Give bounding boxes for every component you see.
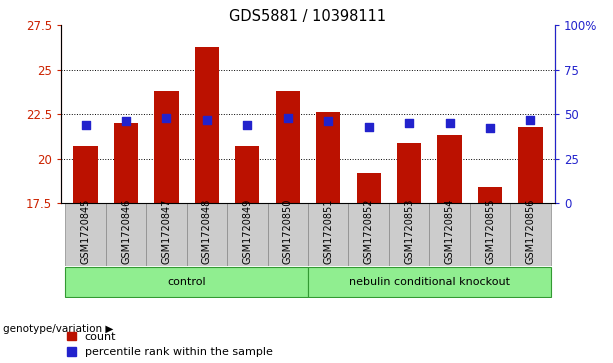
FancyBboxPatch shape bbox=[389, 203, 429, 266]
Bar bbox=[478, 187, 502, 203]
FancyBboxPatch shape bbox=[510, 203, 550, 266]
FancyBboxPatch shape bbox=[227, 203, 268, 266]
Text: GSM1720850: GSM1720850 bbox=[283, 199, 293, 264]
Bar bbox=[357, 173, 381, 203]
Text: GSM1720849: GSM1720849 bbox=[242, 199, 253, 264]
Point bbox=[162, 115, 172, 121]
FancyBboxPatch shape bbox=[429, 203, 470, 266]
Bar bbox=[397, 143, 421, 203]
Text: GSM1720855: GSM1720855 bbox=[485, 199, 495, 264]
FancyBboxPatch shape bbox=[106, 203, 147, 266]
Point bbox=[525, 117, 535, 122]
Point bbox=[121, 118, 131, 124]
Point bbox=[364, 124, 373, 130]
Point bbox=[404, 120, 414, 126]
FancyBboxPatch shape bbox=[308, 267, 550, 297]
Text: GSM1720846: GSM1720846 bbox=[121, 199, 131, 264]
Text: GSM1720854: GSM1720854 bbox=[444, 199, 455, 264]
FancyBboxPatch shape bbox=[187, 203, 227, 266]
Bar bbox=[195, 47, 219, 203]
Text: GSM1720856: GSM1720856 bbox=[525, 199, 536, 264]
Point bbox=[323, 118, 333, 124]
FancyBboxPatch shape bbox=[308, 203, 348, 266]
Text: GSM1720851: GSM1720851 bbox=[323, 199, 333, 264]
Point bbox=[202, 117, 212, 122]
Title: GDS5881 / 10398111: GDS5881 / 10398111 bbox=[229, 9, 387, 24]
Bar bbox=[316, 113, 340, 203]
Bar bbox=[276, 91, 300, 203]
Point bbox=[485, 126, 495, 131]
Bar bbox=[114, 123, 138, 203]
FancyBboxPatch shape bbox=[66, 267, 308, 297]
FancyBboxPatch shape bbox=[470, 203, 510, 266]
Text: GSM1720853: GSM1720853 bbox=[404, 199, 414, 264]
Text: GSM1720852: GSM1720852 bbox=[364, 199, 374, 264]
Bar bbox=[438, 135, 462, 203]
Bar bbox=[519, 127, 543, 203]
Text: GSM1720848: GSM1720848 bbox=[202, 199, 212, 264]
FancyBboxPatch shape bbox=[66, 203, 106, 266]
Text: nebulin conditional knockout: nebulin conditional knockout bbox=[349, 277, 510, 287]
FancyBboxPatch shape bbox=[268, 203, 308, 266]
FancyBboxPatch shape bbox=[147, 203, 187, 266]
Bar bbox=[74, 146, 97, 203]
Text: GSM1720845: GSM1720845 bbox=[80, 199, 91, 264]
Text: control: control bbox=[167, 277, 206, 287]
FancyBboxPatch shape bbox=[348, 203, 389, 266]
Text: GSM1720847: GSM1720847 bbox=[161, 199, 172, 264]
Bar bbox=[235, 146, 259, 203]
Bar bbox=[154, 91, 178, 203]
Point bbox=[283, 115, 293, 121]
Legend: count, percentile rank within the sample: count, percentile rank within the sample bbox=[67, 332, 273, 358]
Point bbox=[81, 122, 91, 128]
Text: genotype/variation ▶: genotype/variation ▶ bbox=[3, 323, 113, 334]
Point bbox=[243, 122, 253, 128]
Point bbox=[444, 120, 454, 126]
